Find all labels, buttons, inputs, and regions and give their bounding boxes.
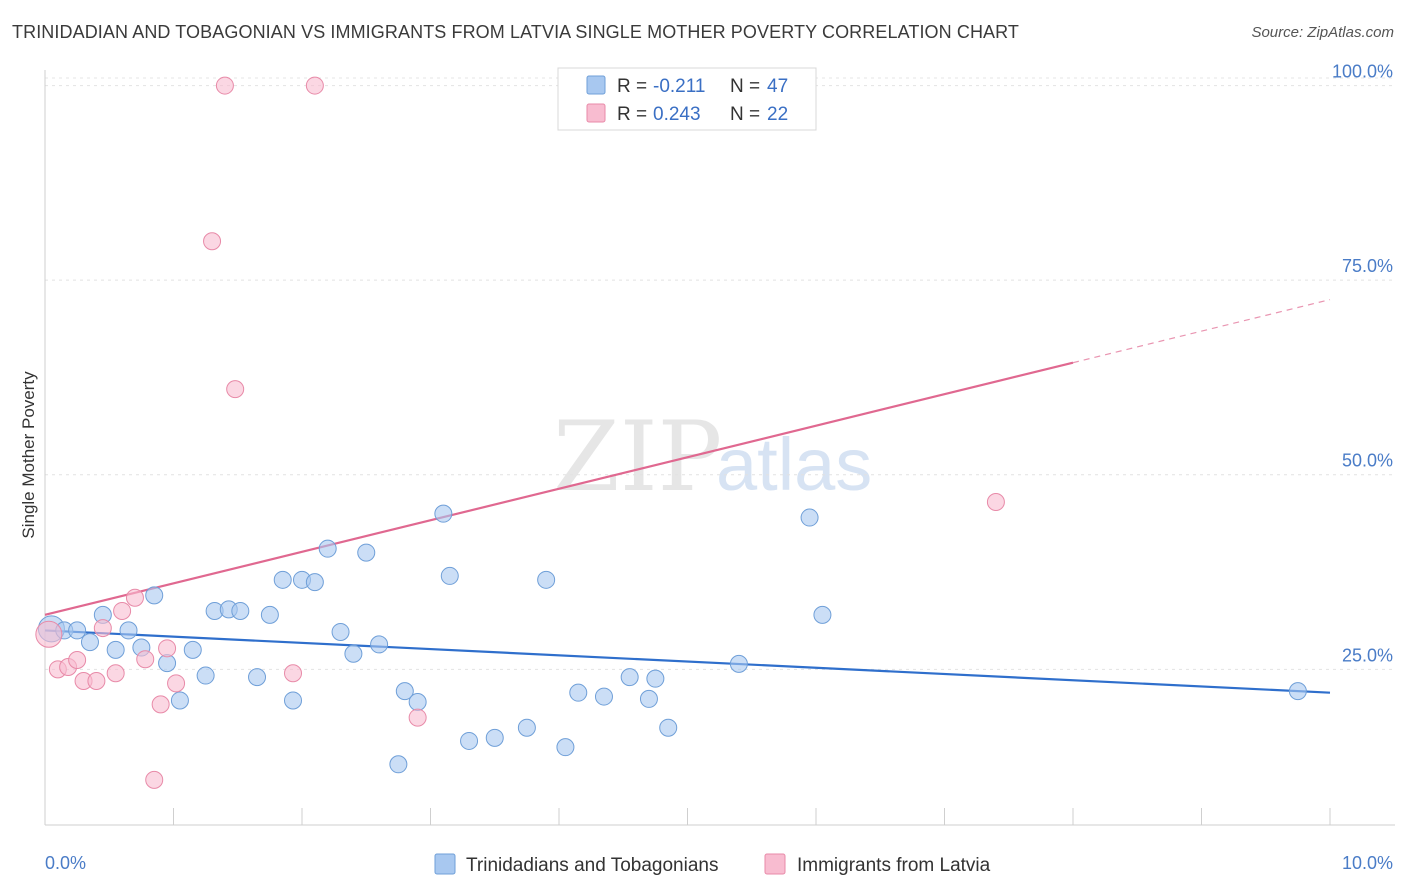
pink-point	[215, 76, 234, 95]
legend-swatch-pink	[586, 103, 606, 123]
blue-point	[813, 605, 832, 624]
series-legend: Trinidadians and Tobagonians Immigrants …	[434, 853, 991, 876]
pink-trend-extension	[1072, 299, 1331, 364]
pink-trend-line	[44, 361, 1074, 616]
y-tick-label: 50.0%	[1342, 451, 1393, 471]
y-axis-title: Single Mother Poverty	[19, 371, 38, 539]
pink-point	[136, 650, 155, 669]
blue-point	[389, 755, 408, 774]
blue-point	[344, 644, 363, 663]
pink-point	[145, 770, 164, 789]
legend-n-value-1: 47	[767, 76, 788, 97]
pink-point	[226, 380, 245, 399]
pink-point	[305, 76, 324, 95]
pink-point	[167, 674, 186, 693]
x-tick-label: 0.0%	[45, 853, 86, 873]
blue-point	[517, 718, 536, 737]
pink-point	[151, 695, 170, 714]
blue-point	[318, 539, 337, 558]
trend-lines	[44, 299, 1331, 694]
chart-title: TRINIDADIAN AND TOBAGONIAN VS IMMIGRANTS…	[12, 22, 1020, 42]
legend-r-value-2: 0.243	[653, 104, 701, 125]
blue-point	[537, 570, 556, 589]
blue-point	[145, 586, 164, 605]
pink-point	[284, 664, 303, 683]
blue-point	[800, 508, 819, 527]
pink-point	[35, 620, 63, 648]
blue-point	[284, 691, 303, 710]
legend-n-label-2: N =	[730, 104, 760, 125]
pink-point	[158, 639, 177, 658]
series-legend-label-pink: Immigrants from Latvia	[797, 855, 991, 876]
legend-n-label-1: N =	[730, 76, 760, 97]
blue-point	[1288, 682, 1307, 701]
series-legend-swatch-blue	[434, 853, 456, 875]
pink-point	[93, 619, 112, 638]
pink-point	[125, 588, 144, 607]
pink-point	[203, 232, 222, 251]
x-tick-label: 10.0%	[1342, 853, 1393, 873]
blue-point	[68, 621, 87, 640]
blue-point	[440, 566, 459, 585]
blue-point	[646, 669, 665, 688]
blue-point	[106, 640, 125, 659]
blue-point	[460, 731, 479, 750]
legend-r-label-1: R =	[617, 76, 647, 97]
blue-point	[170, 691, 189, 710]
blue-point	[485, 728, 504, 747]
pink-point	[106, 664, 125, 683]
grid-lines	[45, 77, 1395, 670]
y-tick-label: 75.0%	[1342, 256, 1393, 276]
stats-legend: R = -0.211 N = 47 R = 0.243 N = 22	[557, 67, 817, 131]
y-tick-label: 100.0%	[1332, 62, 1393, 82]
legend-r-label-2: R =	[617, 104, 647, 125]
blue-point	[80, 633, 99, 652]
blue-point	[273, 570, 292, 589]
pink-point	[113, 601, 132, 620]
legend-n-value-2: 22	[767, 104, 788, 125]
series-legend-swatch-pink	[764, 853, 786, 875]
blue-point	[569, 683, 588, 702]
blue-point	[248, 668, 267, 687]
legend-r-value-1: -0.211	[653, 76, 705, 97]
blue-point	[231, 601, 250, 620]
blue-point	[370, 635, 389, 654]
data-points	[35, 76, 1307, 789]
y-tick-label: 25.0%	[1342, 645, 1393, 665]
blue-point	[659, 718, 678, 737]
blue-point	[260, 605, 279, 624]
blue-point	[119, 621, 138, 640]
pink-point	[408, 708, 427, 727]
pink-point	[87, 672, 106, 691]
blue-point	[556, 738, 575, 757]
axes	[44, 70, 1395, 826]
blue-point	[196, 666, 215, 685]
pink-point	[68, 650, 87, 669]
watermark-atlas: atlas	[716, 423, 872, 506]
series-legend-label-blue: Trinidadians and Tobagonians	[466, 855, 718, 876]
blue-point	[183, 640, 202, 659]
blue-trend-line	[44, 629, 1331, 694]
tick-labels: 25.0% 50.0% 75.0% 100.0% 0.0% 10.0%	[45, 62, 1393, 873]
blue-point	[305, 573, 324, 592]
watermark-zip: ZIP	[553, 401, 722, 513]
blue-point	[434, 504, 453, 523]
blue-point	[729, 654, 748, 673]
blue-point	[408, 693, 427, 712]
blue-point	[357, 543, 376, 562]
pink-point	[986, 492, 1005, 511]
blue-point	[620, 668, 639, 687]
blue-point	[639, 689, 658, 708]
blue-point	[594, 687, 613, 706]
source-credit: Source: ZipAtlas.com	[1251, 24, 1394, 41]
blue-point	[331, 622, 350, 641]
blue-point	[395, 682, 414, 701]
legend-swatch-blue	[586, 75, 606, 95]
